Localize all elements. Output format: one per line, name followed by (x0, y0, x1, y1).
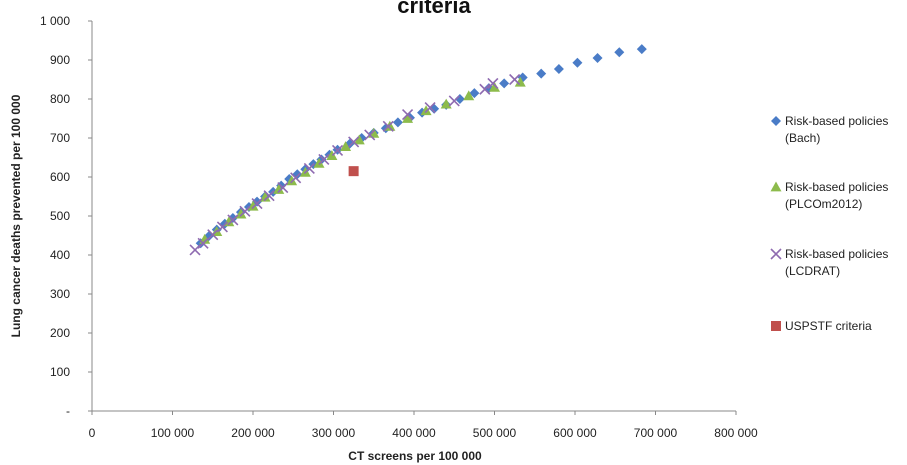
y-tick-label: 400 (50, 248, 70, 262)
plot-points (189, 44, 647, 256)
series-0 (195, 44, 647, 249)
data-point (636, 44, 647, 55)
y-tick-label: 200 (50, 326, 70, 340)
y-tick-label: 100 (50, 365, 70, 379)
legend: Risk-based policies(Bach)Risk-based poli… (770, 114, 888, 333)
data-point (382, 120, 394, 132)
data-point (286, 175, 298, 186)
legend-label: (Bach) (785, 131, 820, 145)
data-point (463, 90, 475, 101)
legend-marker (771, 321, 781, 331)
data-point (514, 76, 526, 87)
data-point (292, 169, 303, 180)
y-axis: - 100 200 300 400 500 600 700 800 900 1 000 (40, 14, 93, 418)
data-point (290, 172, 302, 184)
data-point (326, 150, 338, 160)
data-point (479, 83, 491, 95)
legend-label: Risk-based policies (785, 247, 888, 261)
legend-item: Risk-based policies (Bach) (771, 114, 888, 145)
legend-label: (PLCOm2012) (785, 197, 862, 211)
data-point (499, 78, 510, 89)
legend-marker (770, 181, 782, 192)
data-point (251, 197, 263, 210)
data-point (277, 181, 289, 194)
data-point (353, 134, 365, 145)
data-point (536, 68, 547, 79)
y-tick-label: 700 (50, 131, 70, 145)
y-tick-label: 1 000 (40, 14, 70, 28)
x-tick-label: 200 000 (231, 426, 275, 440)
series-1 (199, 76, 526, 244)
legend-label: USPSTF criteria (785, 319, 872, 333)
data-point (448, 95, 460, 107)
data-point (440, 98, 452, 109)
data-point (592, 53, 603, 64)
data-point (348, 136, 360, 148)
legend-item: Risk-based policies (PLCOm2012) (770, 180, 888, 211)
y-tick-label: 600 (50, 170, 70, 184)
x-tick-label: 100 000 (151, 426, 195, 440)
data-point (489, 81, 500, 92)
data-point (235, 208, 247, 219)
x-tick-label: 400 000 (392, 426, 436, 440)
y-tick-label: - (66, 404, 70, 418)
legend-label: Risk-based policies (785, 180, 888, 194)
data-point (553, 63, 564, 74)
data-point (614, 47, 625, 58)
data-point (227, 214, 239, 226)
data-point (572, 57, 583, 68)
data-point (313, 157, 325, 168)
legend-marker (771, 116, 781, 126)
series-3 (348, 166, 359, 177)
data-point (424, 102, 436, 114)
y-tick-label: 900 (50, 53, 70, 67)
data-point (348, 166, 359, 177)
data-point (247, 200, 259, 211)
legend-label: Risk-based policies (785, 114, 888, 128)
data-point (331, 144, 344, 157)
x-axis: 0 100 000 200 000 300 000 400 000 500 000 600 … (89, 410, 758, 440)
x-tick-label: 600 000 (553, 426, 597, 440)
y-tick-label: 300 (50, 287, 70, 301)
y-axis-title: Lung cancer deaths prevented per 100 000 (9, 94, 23, 337)
data-point (318, 153, 330, 166)
data-point (454, 94, 465, 104)
data-point (273, 183, 285, 194)
data-point (402, 113, 414, 123)
x-tick-label: 500 000 (473, 426, 517, 440)
data-point (392, 117, 403, 128)
x-axis-title: CT screens per 100 000 (348, 449, 482, 463)
data-point (216, 221, 228, 233)
data-point (303, 162, 315, 174)
y-tick-label: 500 (50, 209, 70, 223)
legend-item: Risk-based policies (LCDRAT) (770, 247, 888, 278)
data-point (189, 244, 201, 256)
data-point (487, 77, 499, 89)
data-point (469, 88, 480, 99)
chart-title: criteria (397, 0, 471, 18)
y-tick-label: 800 (50, 92, 70, 106)
legend-marker (770, 248, 782, 260)
legend-item: USPSTF criteria (771, 319, 872, 333)
data-point (197, 237, 209, 249)
data-point (207, 229, 219, 241)
data-point (340, 141, 352, 151)
x-tick-label: 300 000 (312, 426, 356, 440)
x-tick-label: 800 000 (714, 426, 758, 440)
data-point (239, 205, 251, 217)
x-tick-label: 700 000 (634, 426, 678, 440)
x-tick-label: 0 (89, 426, 96, 440)
data-point (364, 129, 376, 141)
legend-label: (LCDRAT) (785, 264, 840, 278)
data-point (263, 190, 275, 202)
series-2 (189, 73, 521, 256)
data-point (401, 109, 414, 121)
data-point (509, 73, 521, 86)
data-point (420, 105, 432, 116)
